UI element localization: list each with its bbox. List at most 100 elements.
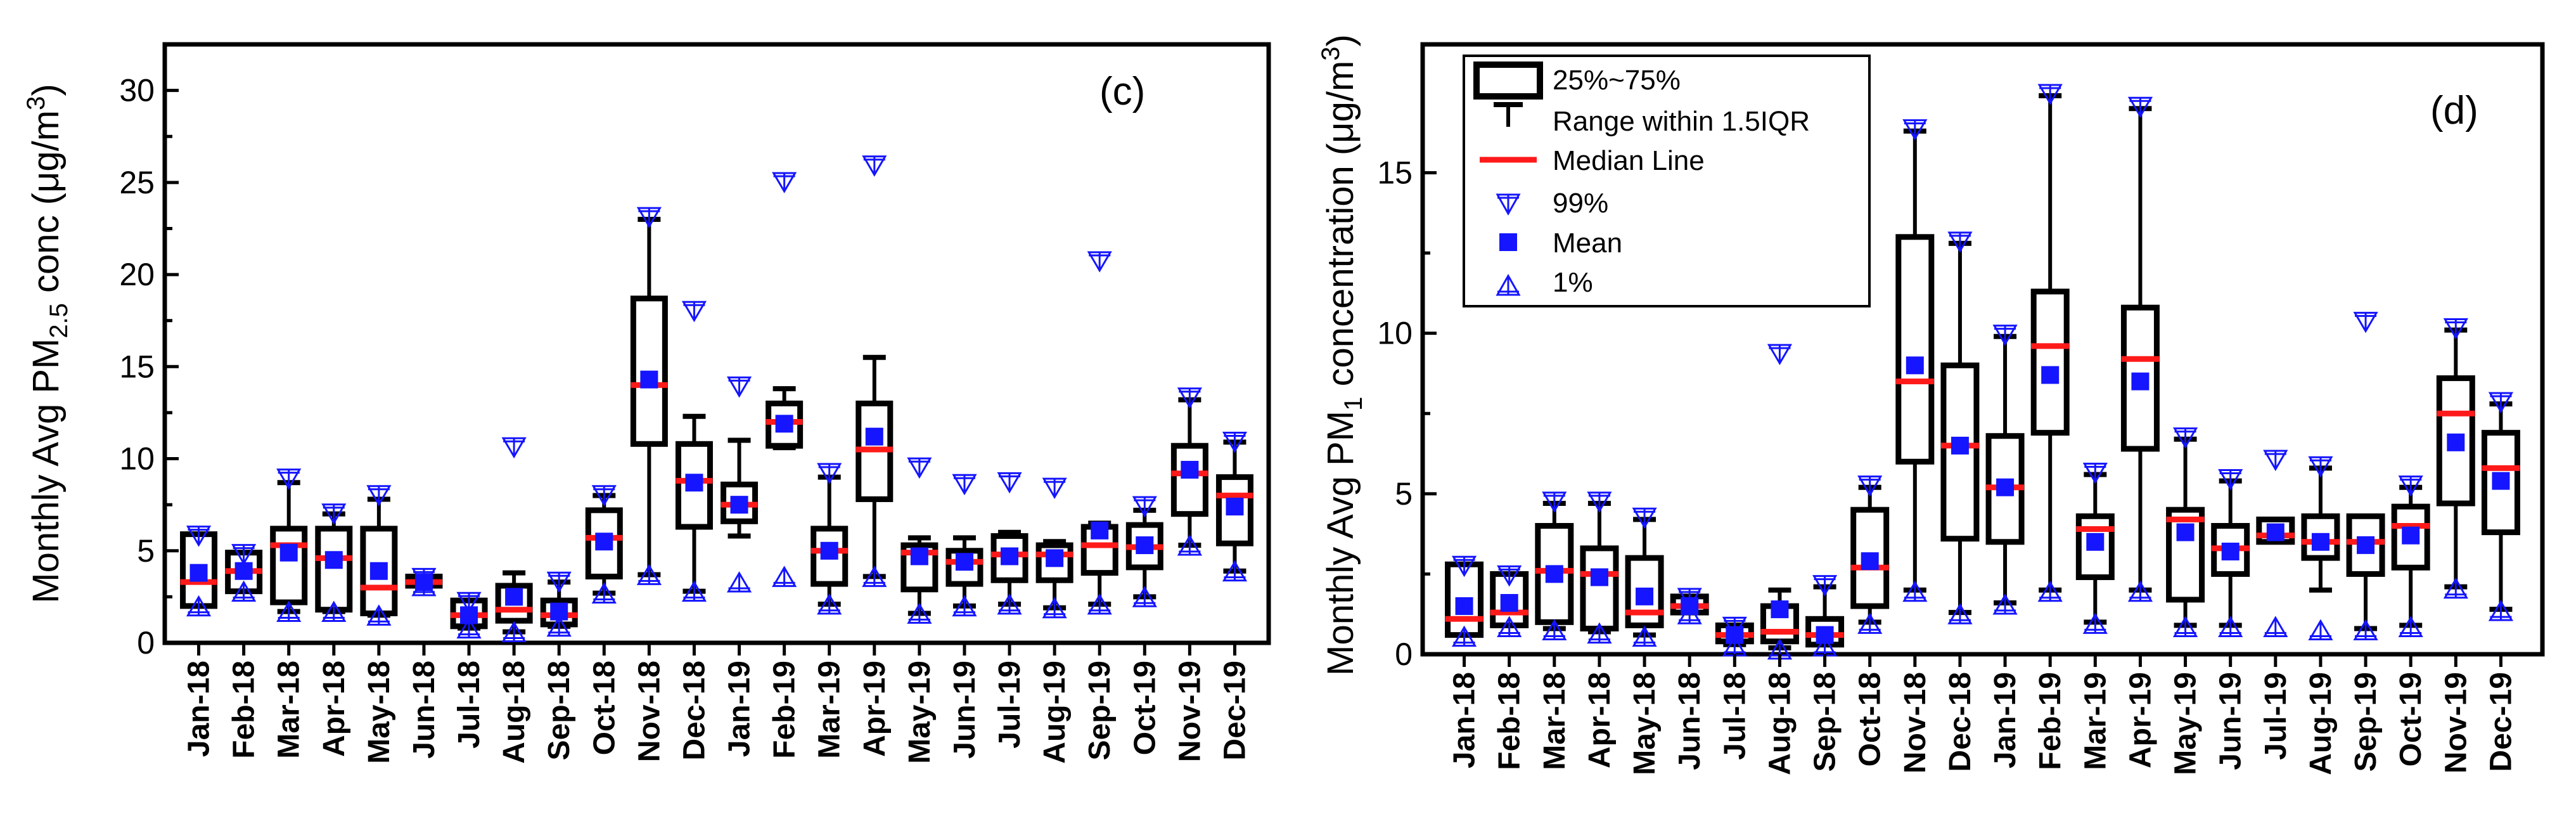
p1-marker	[276, 600, 302, 623]
x-tick-label: Dec-18	[677, 661, 711, 760]
mean-marker	[1545, 565, 1563, 583]
y-title-d-mid: concentration (μg/m	[1320, 61, 1361, 397]
mean-marker	[2131, 372, 2150, 391]
p99-marker	[681, 300, 707, 323]
boxes-c	[180, 155, 1253, 642]
legend-p99-label: 99%	[1553, 188, 1608, 219]
x-tick-label: Jul-19	[2259, 672, 2293, 760]
mean-marker	[2041, 366, 2060, 384]
p99-marker	[321, 503, 347, 525]
box-Mar-18	[270, 468, 308, 623]
p1-marker	[1497, 616, 1522, 637]
p99-marker	[1542, 491, 1567, 513]
x-tick-label: Jul-18	[452, 661, 486, 749]
x-tick-label: Sep-19	[2349, 672, 2383, 772]
mean-marker	[2086, 533, 2105, 551]
p1-marker	[907, 602, 932, 624]
x-tick-label: May-19	[903, 661, 937, 764]
box-May-18	[1625, 507, 1664, 647]
mean-marker	[2492, 472, 2510, 490]
y-title-d-sub: 1	[1340, 397, 1368, 411]
x-tick-label: Feb-18	[227, 661, 261, 759]
boxes-d	[1445, 84, 2520, 660]
box-Feb-19	[766, 172, 804, 587]
p1-marker	[1632, 625, 1657, 647]
iqr-box	[1850, 507, 1890, 609]
x-tick-label: Aug-18	[1763, 672, 1797, 775]
box-Aug-18	[1760, 344, 1799, 660]
y-tick-label: 5	[1395, 476, 1413, 512]
x-tick-label: Oct-18	[1854, 672, 1887, 766]
p99-marker	[231, 544, 257, 565]
x-tick-label: Jan-19	[1989, 672, 2022, 768]
box-Nov-19	[1170, 387, 1208, 556]
p99-marker	[1042, 477, 1067, 500]
iqr-box	[2391, 503, 2430, 571]
box-Oct-18	[585, 485, 623, 604]
x-tick-label: Apr-19	[2124, 672, 2157, 768]
p99-marker	[456, 591, 482, 614]
p1-marker	[772, 565, 797, 587]
x-tick-label: Feb-18	[1493, 672, 1527, 770]
x-tick-label: Nov-18	[632, 661, 666, 762]
p99-marker	[952, 474, 977, 496]
p1-marker	[2263, 616, 2288, 637]
mean-marker	[1771, 600, 1789, 619]
mean-marker	[730, 496, 748, 514]
p1-marker	[1177, 534, 1202, 556]
p1-marker	[546, 615, 572, 637]
iqr-box	[811, 526, 849, 587]
mean-marker	[1500, 593, 1518, 612]
box-Sep-19	[2346, 311, 2385, 641]
p99-marker	[1857, 475, 1883, 497]
x-tick-label: Jun-19	[948, 661, 982, 759]
mean-marker	[2447, 433, 2465, 451]
box-Jun-19	[2211, 469, 2250, 637]
y-title-c-sup: 3	[22, 96, 50, 110]
p99-marker	[1497, 565, 1522, 587]
box-Apr-19	[2120, 96, 2160, 602]
iqr-box	[2166, 507, 2205, 603]
mean-marker	[2266, 523, 2284, 541]
mean-marker	[1590, 568, 1608, 586]
box-Jul-18	[1715, 616, 1754, 657]
iqr-box	[990, 533, 1028, 583]
box-Feb-18	[225, 544, 263, 602]
box-Sep-18	[540, 571, 578, 637]
box-Oct-19	[2391, 475, 2430, 637]
x-tick-label: Jun-18	[1673, 672, 1707, 770]
y-tick-label: 15	[1377, 155, 1413, 191]
x-tick-label: Aug-19	[2304, 672, 2338, 775]
iqr-box	[2301, 513, 2340, 561]
mean-marker	[1455, 597, 1473, 616]
x-tick-label: Jul-18	[1718, 672, 1752, 760]
mean-marker	[2176, 523, 2195, 541]
box-Mar-19	[2075, 462, 2115, 634]
box-Jul-19	[2256, 449, 2295, 637]
y-title-d-suffix: )	[1320, 34, 1361, 46]
p99-marker	[1767, 344, 1793, 366]
box-Jan-18	[1445, 555, 1484, 647]
p1-marker	[2488, 600, 2514, 621]
y-title-d-prefix: Monthly Avg PM	[1320, 411, 1361, 676]
p1-marker	[1042, 597, 1067, 619]
p1-marker	[321, 600, 347, 623]
iqr-box	[2346, 513, 2385, 577]
mean-marker	[1636, 587, 1654, 605]
box-Nov-18	[1895, 119, 1935, 602]
x-tick-label: May-19	[2169, 672, 2203, 775]
box-Dec-18	[675, 300, 713, 602]
box-Oct-18	[1850, 475, 1890, 634]
legend-box-label: 25%~75%	[1553, 65, 1681, 96]
box-Jun-18	[1670, 588, 1709, 624]
box-May-19	[900, 457, 939, 624]
p99-marker	[2488, 392, 2514, 413]
x-tick-label: Apr-18	[317, 661, 351, 757]
p99-marker	[591, 485, 617, 507]
p99-marker	[1132, 496, 1157, 518]
x-axis-d: Jan-18 Feb-18 Mar-18 Apr-18 May-18 Jun-18 Jul-…	[1448, 654, 2518, 775]
x-tick-label: May-18	[362, 661, 396, 764]
x-tick-label: Apr-19	[858, 661, 892, 757]
box-Dec-19	[2481, 392, 2520, 621]
p99-marker	[2398, 475, 2423, 497]
